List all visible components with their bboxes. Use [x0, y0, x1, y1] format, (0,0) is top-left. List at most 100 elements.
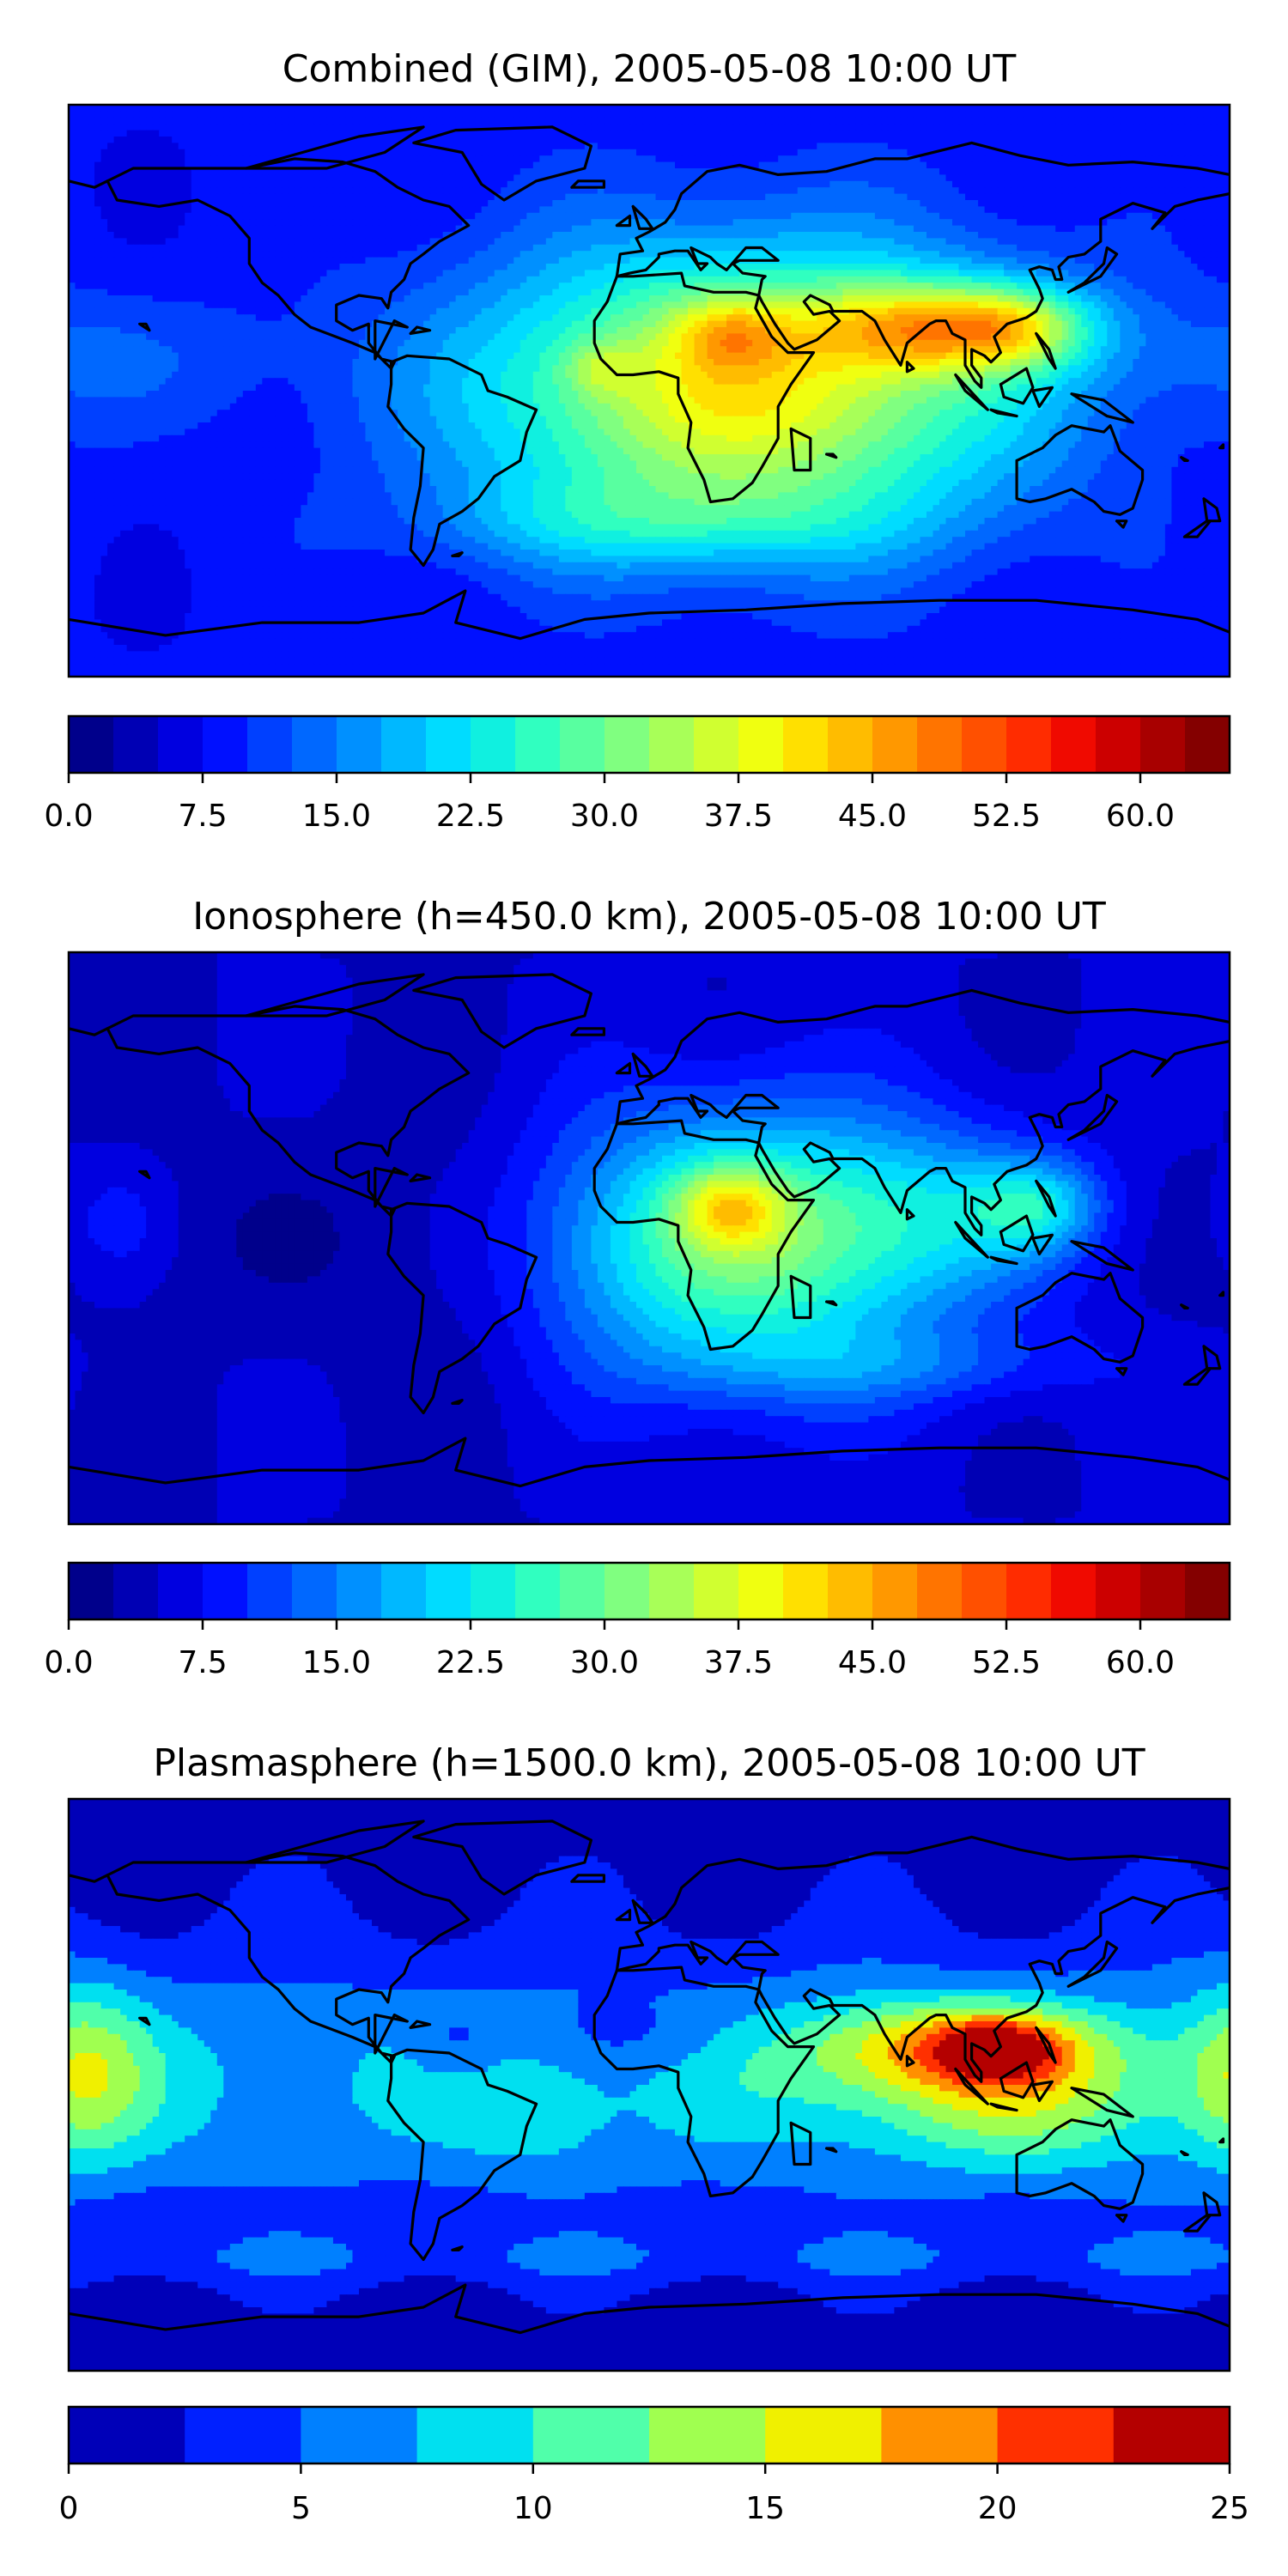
field-cell [113, 143, 121, 150]
field-cell [752, 264, 760, 271]
field-cell [991, 143, 999, 150]
field-cell [1113, 117, 1121, 125]
field-cell [662, 168, 670, 176]
field-cell [372, 105, 380, 112]
field-cell [1055, 238, 1063, 246]
field-cell [1203, 117, 1212, 125]
field-cell [133, 111, 141, 118]
field-cell [829, 232, 837, 240]
field-cell [681, 270, 689, 277]
field-cell [1171, 200, 1179, 208]
field-cell [817, 111, 824, 118]
field-cell [1197, 130, 1205, 137]
field-cell [823, 264, 831, 271]
field-cell [178, 270, 185, 277]
field-cell [352, 206, 360, 214]
field-cell [513, 143, 521, 150]
field-cell [591, 155, 598, 163]
field-cell [997, 270, 1005, 277]
field-cell [539, 193, 547, 201]
field-cell [623, 130, 631, 137]
field-cell [507, 264, 514, 271]
field-cell [532, 168, 541, 176]
field-cell [462, 168, 470, 176]
field-cell [745, 124, 753, 131]
field-cell [159, 130, 167, 137]
field-cell [984, 149, 992, 156]
field-cell [545, 200, 554, 208]
field-cell [82, 212, 89, 220]
field-cell [545, 270, 554, 277]
field-cell [552, 130, 560, 137]
field-cell [720, 244, 727, 252]
field-cell [113, 200, 121, 208]
field-cell [332, 200, 341, 208]
field-cell [1036, 206, 1043, 214]
field-cell [216, 200, 224, 208]
field-cell [861, 225, 870, 233]
field-cell [1190, 206, 1199, 214]
field-cell [152, 264, 160, 271]
field-cell [855, 124, 863, 131]
field-cell [701, 206, 708, 214]
field-cell [1042, 174, 1050, 182]
field-cell [1139, 219, 1147, 227]
field-cell [900, 238, 908, 246]
field-cell [688, 212, 696, 220]
field-cell [823, 238, 831, 246]
field-cell [416, 238, 424, 246]
field-cell [210, 212, 218, 220]
field-cell [229, 276, 237, 283]
field-cell [1145, 257, 1153, 264]
field-cell [281, 257, 289, 264]
field-cell [82, 143, 89, 150]
field-cell [597, 174, 605, 182]
field-cell [629, 155, 637, 163]
field-cell [210, 244, 218, 252]
field-cell [372, 193, 380, 201]
field-cell [107, 168, 115, 176]
field-cell [778, 111, 786, 118]
field-cell [868, 180, 876, 188]
field-cell [1074, 270, 1082, 277]
field-cell [301, 124, 308, 131]
field-cell [88, 244, 95, 252]
field-cell [120, 193, 128, 201]
field-cell [1158, 180, 1166, 188]
field-cell [1017, 155, 1024, 163]
field-cell [468, 219, 476, 227]
field-cell [275, 244, 283, 252]
field-cell [1203, 232, 1212, 240]
field-cell [829, 206, 837, 214]
field-cell [958, 264, 966, 271]
field-cell [758, 161, 766, 169]
field-cell [1120, 155, 1127, 163]
field-cell [617, 238, 624, 246]
field-cell [1055, 244, 1063, 252]
field-cell [835, 143, 844, 150]
field-cell [301, 232, 308, 240]
field-cell [120, 111, 128, 118]
field-cell [262, 130, 270, 137]
field-cell [578, 264, 586, 271]
field-cell [120, 130, 128, 137]
field-cell [726, 143, 734, 150]
field-cell [791, 149, 799, 156]
field-cell [920, 251, 927, 258]
field-cell [210, 238, 218, 246]
field-cell [1107, 264, 1115, 271]
field-cell [681, 219, 689, 227]
field-cell [817, 130, 824, 137]
field-cell [1100, 161, 1108, 169]
field-cell [926, 168, 934, 176]
field-cell [791, 232, 799, 240]
field-cell [185, 124, 192, 131]
field-cell [319, 149, 328, 156]
field-cell [1158, 206, 1166, 214]
field-cell [429, 232, 437, 240]
field-cell [301, 251, 308, 258]
field-cell [1048, 206, 1056, 214]
field-cell [345, 124, 354, 131]
field-cell [868, 264, 876, 271]
field-cell [1145, 193, 1153, 201]
